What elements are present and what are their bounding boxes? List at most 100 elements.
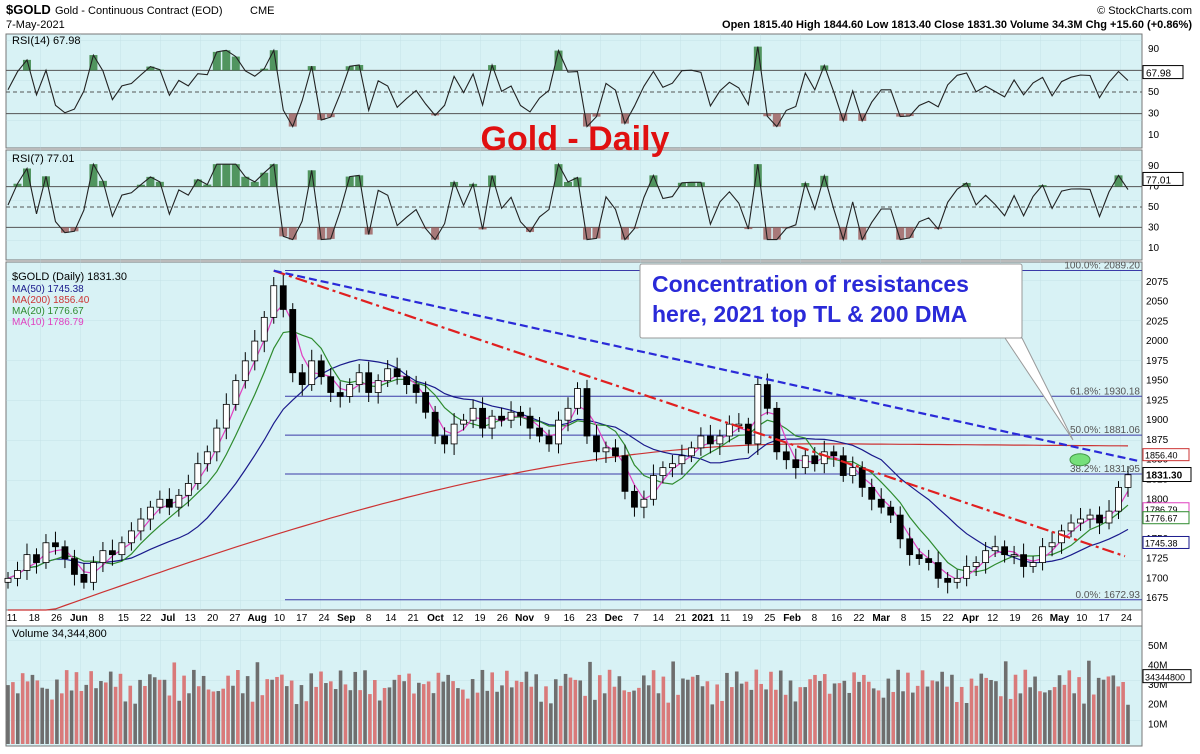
candle-body: [1040, 547, 1046, 563]
volume-bar: [256, 662, 260, 744]
candle-body: [508, 412, 514, 420]
candle-body: [897, 515, 903, 539]
candle-body: [318, 361, 324, 377]
volume-bar: [119, 674, 123, 744]
volume-bar: [1058, 675, 1062, 744]
volume-bar: [388, 687, 392, 744]
volume-bar: [808, 679, 812, 744]
volume-bar: [1009, 699, 1013, 744]
candle-body: [764, 385, 770, 409]
x-tick-label: 21: [408, 613, 420, 624]
volume-bar: [833, 683, 837, 744]
volume-bar: [681, 678, 685, 744]
volume-bar: [114, 687, 118, 744]
candle-body: [52, 543, 58, 547]
x-tick-label: 19: [742, 613, 754, 624]
candle-body: [470, 408, 476, 420]
candle-body: [242, 361, 248, 381]
candle-body: [356, 373, 362, 385]
volume-bar: [177, 701, 181, 744]
volume-bar: [84, 685, 88, 744]
volume-bar: [759, 684, 763, 744]
volume-bar: [412, 694, 416, 744]
x-tick-label: Sep: [337, 613, 355, 624]
candle-body: [859, 468, 865, 488]
candle-body: [755, 385, 761, 444]
volume-bar: [202, 676, 206, 744]
x-tick-label: 26: [51, 613, 63, 624]
volume-bar: [383, 688, 387, 744]
annotation-title: Gold - Daily: [481, 120, 670, 158]
volume-bar: [764, 689, 768, 744]
volume-bar: [852, 672, 856, 744]
candle-body: [1059, 531, 1065, 543]
volume-bar: [368, 694, 372, 744]
volume-bar: [1023, 670, 1027, 744]
rsi-overbought-fill: [213, 52, 221, 71]
volume-bar: [647, 685, 651, 744]
candle-body: [527, 416, 533, 428]
x-tick-label: 12: [987, 613, 999, 624]
volume-bar: [344, 684, 348, 744]
volume-bar: [133, 704, 137, 744]
volume-bar: [882, 698, 886, 744]
x-tick-label: 12: [452, 613, 464, 624]
volume-bar: [397, 675, 401, 744]
volume-bar: [1033, 677, 1037, 744]
volume-bar: [285, 686, 289, 744]
volume-bar: [481, 670, 485, 744]
candle-body: [385, 369, 391, 381]
volume-bar: [901, 691, 905, 744]
volume-bar: [970, 679, 974, 744]
rsi-oversold-fill: [773, 114, 781, 127]
legend-item: MA(10) 1786.79: [12, 317, 84, 328]
legend-item: MA(200) 1856.40: [12, 295, 90, 306]
candle-body: [195, 464, 201, 484]
callout-line-2: here, 2021 top TL & 200 DMA: [652, 301, 967, 327]
candle-body: [309, 361, 315, 385]
candle-body: [499, 416, 505, 420]
volume-bar: [339, 671, 343, 744]
volume-bar: [261, 695, 265, 744]
volume-bar: [104, 682, 108, 744]
candle-body: [622, 456, 628, 492]
callout-line-1: Concentration of resistances: [652, 271, 969, 297]
candle-body: [147, 507, 153, 519]
volume-bar: [55, 680, 59, 744]
x-tick-label: 24: [318, 613, 330, 624]
volume-bar: [466, 699, 470, 744]
rsi-tick: 50: [1148, 87, 1160, 98]
volume-bar: [1043, 692, 1047, 744]
volume-bar: [813, 675, 817, 744]
volume-bar: [226, 676, 230, 744]
candle-body: [423, 393, 429, 413]
rsi-tick: 30: [1148, 222, 1160, 233]
candle-body: [271, 286, 277, 318]
volume-bar: [1014, 675, 1018, 744]
candle-body: [537, 428, 543, 436]
x-tick-label: Oct: [427, 613, 444, 624]
volume-bar: [300, 685, 304, 744]
volume-bar: [950, 675, 954, 744]
candle-body: [185, 483, 191, 495]
volume-bar: [427, 681, 431, 744]
volume-bar: [109, 672, 113, 744]
volume-bar: [666, 703, 670, 744]
volume-bar: [143, 686, 147, 744]
volume-bar: [588, 662, 592, 744]
volume-bar: [363, 670, 367, 744]
candle-body: [176, 495, 182, 507]
candle-body: [337, 393, 343, 397]
rsi7-title: RSI(7) 77.01: [12, 153, 74, 165]
volume-bar: [329, 681, 333, 744]
candle-body: [1021, 555, 1027, 567]
volume-bar: [867, 682, 871, 744]
rsi-overbought-fill: [222, 164, 230, 186]
volume-bar: [1048, 690, 1052, 744]
candle-body: [954, 578, 960, 582]
candle-body: [888, 507, 894, 515]
volume-bar: [221, 689, 225, 744]
candle-body: [166, 499, 172, 507]
candle-body: [71, 559, 77, 575]
volume-bar: [715, 684, 719, 744]
